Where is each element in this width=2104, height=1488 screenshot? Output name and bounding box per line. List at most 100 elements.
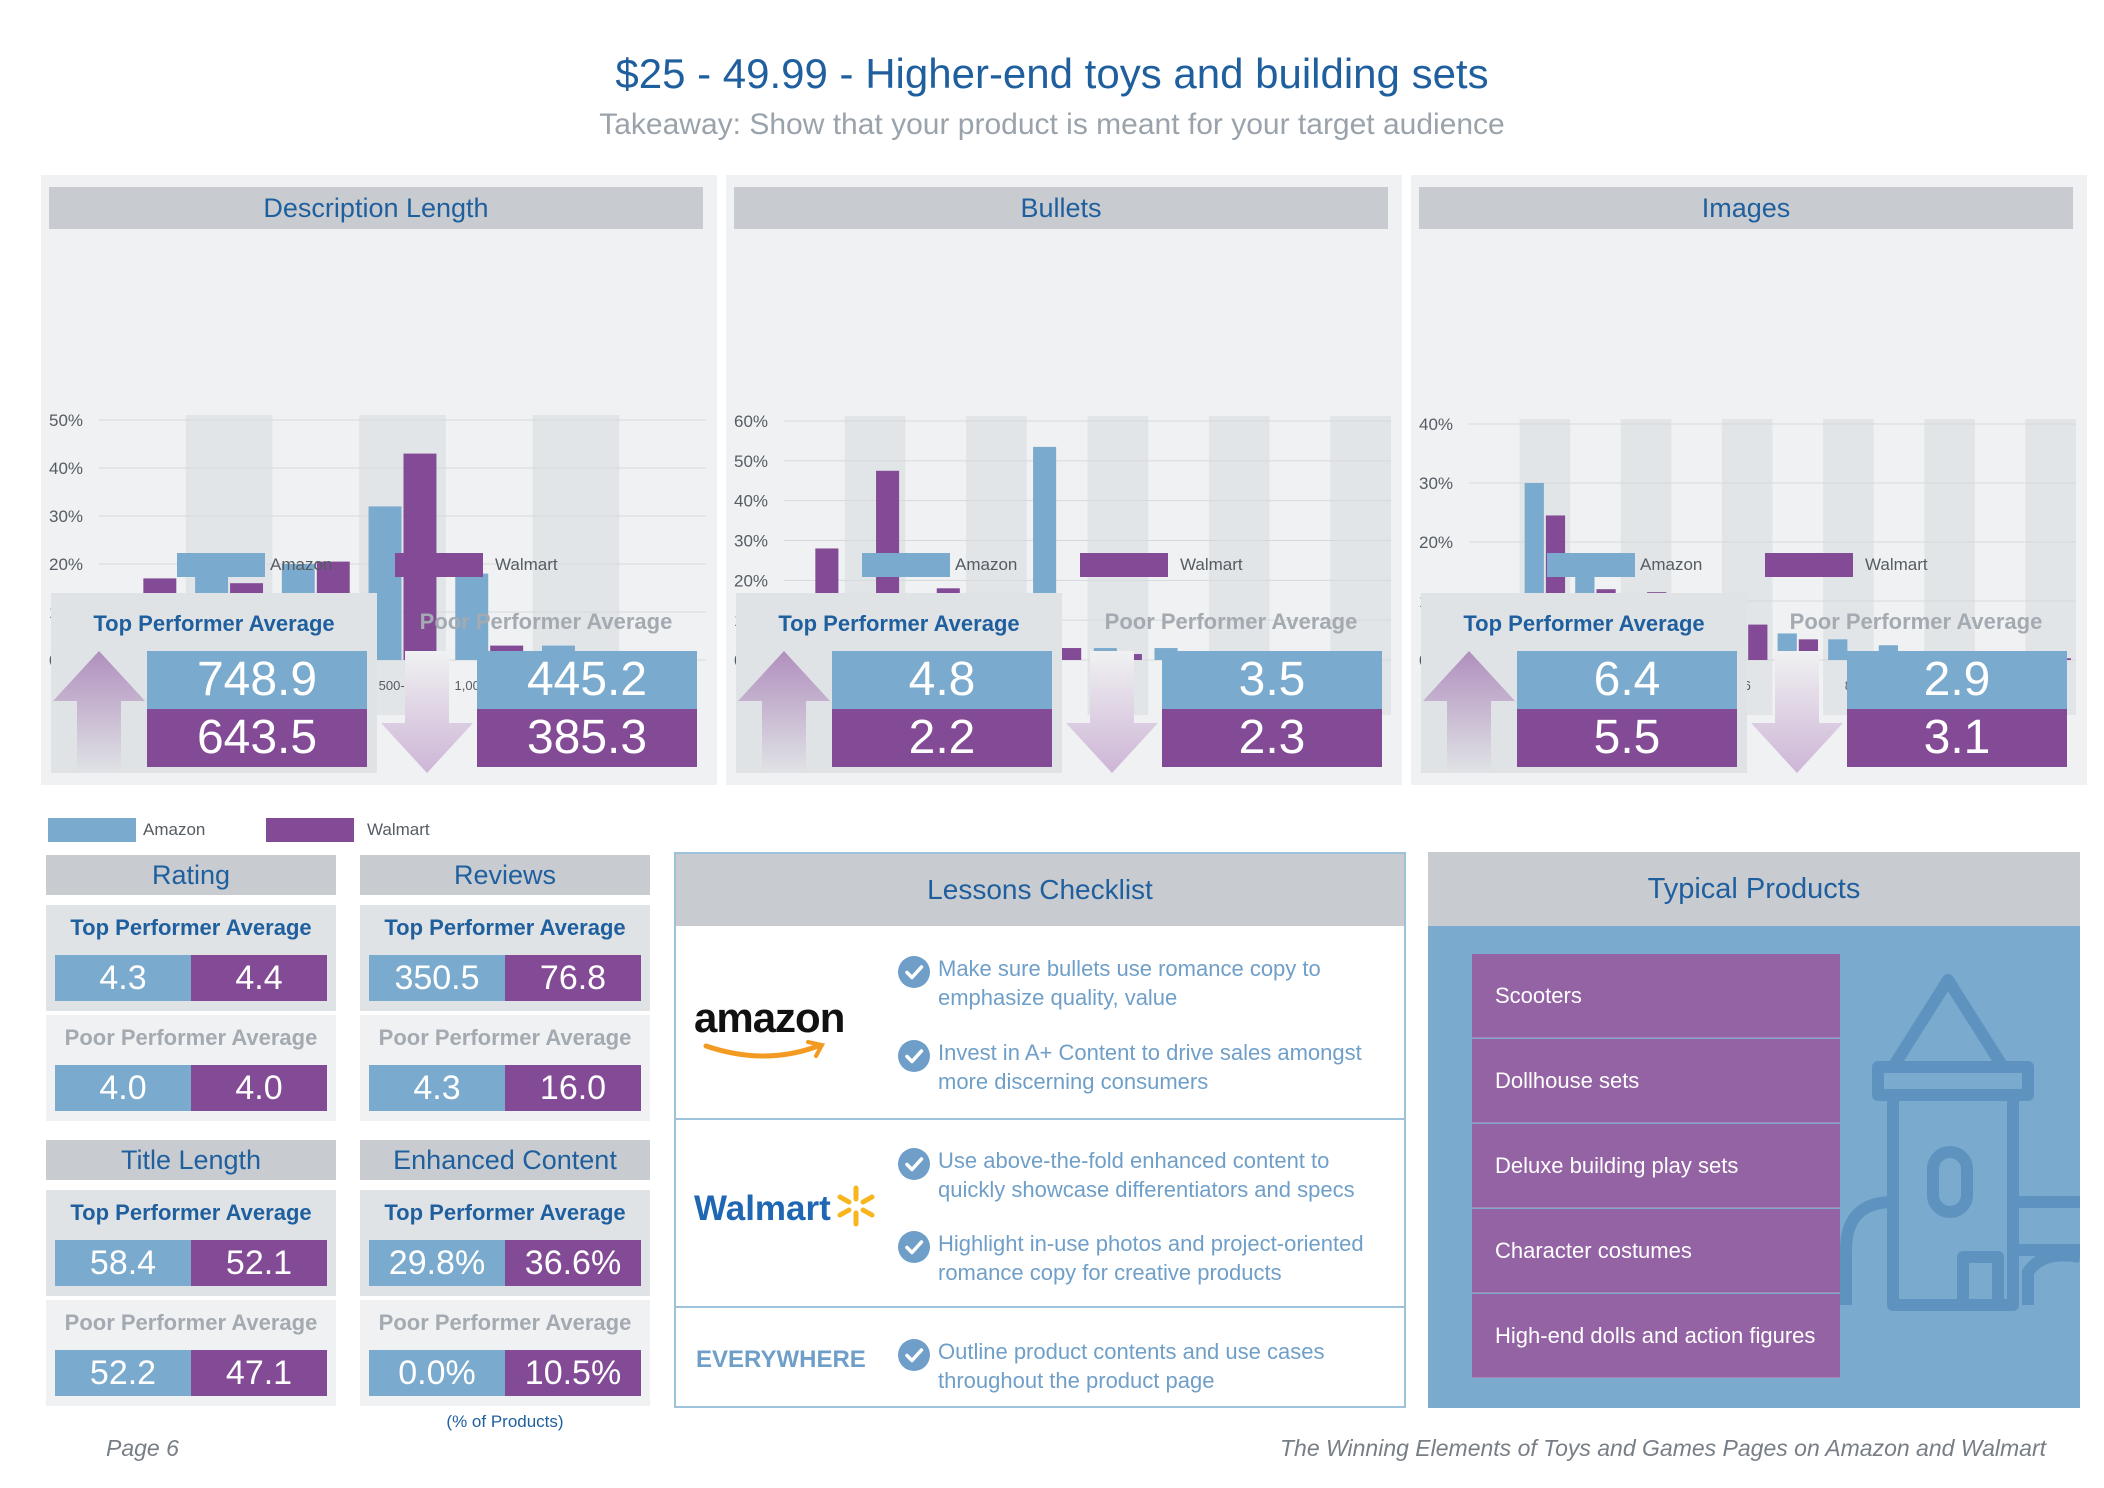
poor-performer-label: Poor Performer Average <box>64 1025 318 1050</box>
metric-poor-box: Poor Performer Average 0.0% 10.5% <box>360 1300 650 1406</box>
check-icon <box>898 1339 930 1371</box>
legend-label-amazon: Amazon <box>1640 555 1703 574</box>
top-performer-box: Top Performer Average 6.4 5.5 <box>1421 593 1747 773</box>
bullets-panel: 0%10%20%30%40%50%60%12345678910Bullets A… <box>726 175 1402 785</box>
poor-amazon-value: 0.0% <box>369 1350 505 1396</box>
top-walmart-value: 36.6% <box>505 1240 641 1286</box>
metrics-legend: Amazon Walmart <box>48 818 448 844</box>
poor-walmart-value: 47.1 <box>191 1350 327 1396</box>
poor-walmart-value: 10.5% <box>505 1350 641 1396</box>
top-performer-box: Top Performer Average 4.8 2.2 <box>736 593 1062 773</box>
metric-top-box: Top Performer Average 350.5 76.8 <box>360 905 650 1011</box>
metric-title: Enhanced Content <box>360 1140 650 1180</box>
typical-product-item: Scooters <box>1472 954 1840 1038</box>
top-walmart-value: 2.2 <box>832 709 1052 767</box>
legend-swatch-walmart <box>395 553 483 577</box>
y-tick-label: 40% <box>1419 415 1453 434</box>
legend-label-amazon: Amazon <box>270 555 333 574</box>
y-tick-label: 50% <box>49 411 83 430</box>
poor-performer-box: Poor Performer Average 445.2 385.3 <box>381 593 711 773</box>
walmart-spark-icon <box>837 1185 875 1227</box>
checklist-divider <box>676 1306 1404 1308</box>
legend-label-amazon: Amazon <box>955 555 1018 574</box>
chart-legend: Amazon Walmart <box>726 553 1402 579</box>
metric-top-box: Top Performer Average 58.4 52.1 <box>46 1190 336 1296</box>
up-arrow-icon <box>53 651 145 773</box>
poor-walmart-value: 385.3 <box>477 709 697 767</box>
images-panel: 0%10%20%30%40%123456789101112Images Amaz… <box>1411 175 2087 785</box>
top-amazon-value: 4.3 <box>55 955 191 1001</box>
checklist-title: Lessons Checklist <box>676 854 1404 926</box>
check-icon <box>898 1231 930 1263</box>
top-performer-label: Top Performer Average <box>70 1200 312 1225</box>
lessons-checklist: Lessons Checklist amazon Walmart EVERYWH… <box>674 852 1406 1408</box>
typical-product-item: Character costumes <box>1472 1209 1840 1293</box>
y-tick-label: 20% <box>49 555 83 574</box>
amazon-smile-icon <box>703 1040 826 1059</box>
legend-label-walmart: Walmart <box>495 555 558 574</box>
page-title: $25 - 49.99 - Higher-end toys and buildi… <box>615 50 1489 97</box>
metric-title: Rating <box>46 855 336 895</box>
top-performer-label: Top Performer Average <box>384 1200 626 1225</box>
y-tick-label: 20% <box>734 571 768 590</box>
chart-title: Images <box>1419 187 2073 229</box>
chart-title: Description Length <box>49 187 703 229</box>
poor-performer-label: Poor Performer Average <box>419 609 673 634</box>
poor-performer-box: Poor Performer Average 2.9 3.1 <box>1751 593 2081 773</box>
bar-walmart <box>1058 648 1082 660</box>
top-amazon-value: 4.8 <box>832 651 1052 709</box>
typical-product-item: High-end dolls and action figures <box>1472 1294 1840 1378</box>
everywhere-label: EVERYWHERE <box>696 1346 866 1373</box>
y-tick-label: 40% <box>49 459 83 478</box>
legend-label-amazon: Amazon <box>143 820 206 839</box>
metric-poor-box: Poor Performer Average 4.3 16.0 <box>360 1015 650 1121</box>
poor-walmart-value: 16.0 <box>505 1065 641 1111</box>
poor-amazon-value: 4.3 <box>369 1065 505 1111</box>
down-arrow-icon <box>381 651 473 773</box>
document-title: The Winning Elements of Toys and Games P… <box>1280 1435 2046 1461</box>
metric-top-box: Top Performer Average 29.8% 36.6% <box>360 1190 650 1296</box>
page-subtitle: Takeaway: Show that your product is mean… <box>599 108 1505 141</box>
top-walmart-value: 4.4 <box>191 955 327 1001</box>
y-tick-label: 50% <box>734 452 768 471</box>
legend-swatch-amazon <box>862 553 950 577</box>
poor-walmart-value: 4.0 <box>191 1065 327 1111</box>
y-tick-label: 30% <box>1419 474 1453 493</box>
y-tick-label: 30% <box>49 507 83 526</box>
typical-title: Typical Products <box>1428 852 2080 926</box>
description-length-panel: 0%10%20%30%40%50%99 and less100-299300-4… <box>41 175 717 785</box>
metric-title: Title Length <box>46 1140 336 1180</box>
top-performer-label: Top Performer Average <box>1463 611 1705 636</box>
checklist-item: Outline product contents and use cases t… <box>938 1339 1325 1393</box>
top-walmart-value: 76.8 <box>505 955 641 1001</box>
poor-performer-label: Poor Performer Average <box>64 1310 318 1335</box>
top-amazon-value: 350.5 <box>369 955 505 1001</box>
top-walmart-value: 5.5 <box>1517 709 1737 767</box>
y-tick-label: 30% <box>734 532 768 551</box>
y-tick-label: 40% <box>734 492 768 511</box>
top-performer-box: Top Performer Average 748.9 643.5 <box>51 593 377 773</box>
poor-amazon-value: 52.2 <box>55 1350 191 1396</box>
checklist-item: Invest in A+ Content to drive sales amon… <box>938 1040 1362 1094</box>
poor-walmart-value: 2.3 <box>1162 709 1382 767</box>
checklist-item: Use above-the-fold enhanced content to q… <box>938 1148 1355 1202</box>
top-walmart-value: 643.5 <box>147 709 367 767</box>
top-amazon-value: 748.9 <box>147 651 367 709</box>
bar-walmart <box>1748 624 1768 660</box>
metric-poor-box: Poor Performer Average 52.2 47.1 <box>46 1300 336 1406</box>
walmart-logo: Walmart <box>694 1189 831 1228</box>
typical-product-item: Dollhouse sets <box>1472 1039 1840 1123</box>
legend-swatch-walmart <box>266 818 354 842</box>
top-performer-label: Top Performer Average <box>778 611 1020 636</box>
legend-swatch-walmart <box>1080 553 1168 577</box>
y-tick-label: 20% <box>1419 533 1453 552</box>
poor-amazon-value: 445.2 <box>477 651 697 709</box>
poor-performer-label: Poor Performer Average <box>1789 609 2043 634</box>
bar-amazon <box>1828 639 1848 660</box>
legend-label-walmart: Walmart <box>1865 555 1928 574</box>
check-icon <box>898 956 930 988</box>
down-arrow-icon <box>1751 651 1843 773</box>
amazon-logo: amazon <box>694 994 845 1041</box>
poor-amazon-value: 3.5 <box>1162 651 1382 709</box>
poor-walmart-value: 3.1 <box>1847 709 2067 767</box>
